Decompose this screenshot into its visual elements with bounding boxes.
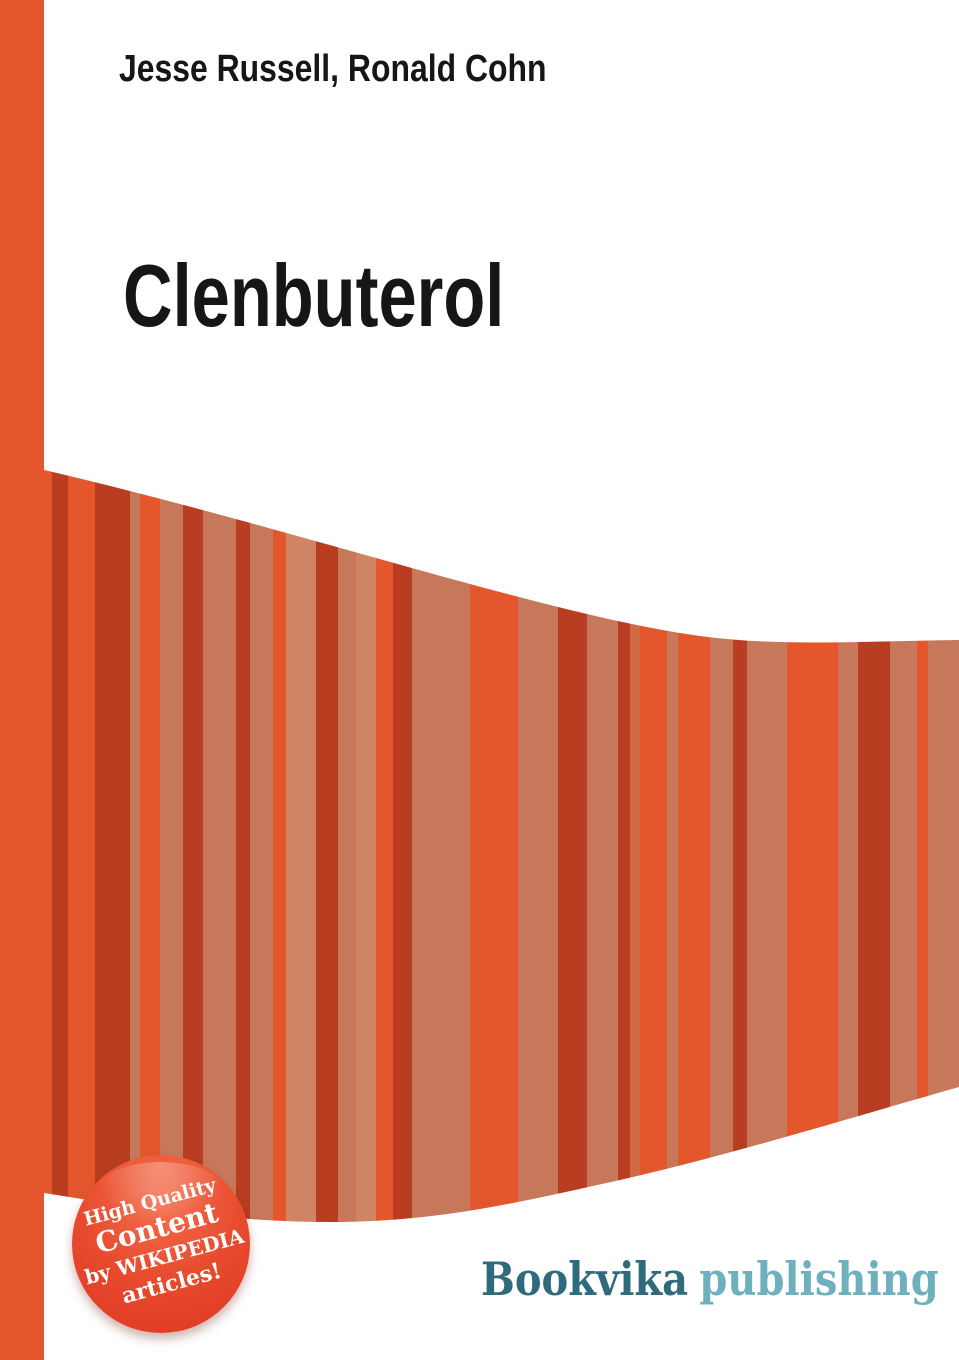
stripe-bar — [376, 0, 393, 1360]
stripe-bar — [667, 0, 678, 1360]
stripe-bar — [356, 0, 376, 1360]
stripe-bar — [587, 0, 618, 1360]
stripe-bar — [393, 0, 412, 1360]
publisher-suffix: publishing — [699, 1252, 939, 1306]
stripe-bar — [44, 0, 52, 1360]
stripe-bar — [733, 0, 747, 1360]
stripe-bar — [250, 0, 273, 1360]
stripe-bar — [928, 0, 959, 1360]
stripe-bar — [273, 0, 286, 1360]
stripe-bar — [52, 0, 68, 1360]
stripe-bar — [236, 0, 250, 1360]
stripe-bar — [710, 0, 733, 1360]
stripe-bar — [838, 0, 858, 1360]
stripe-bar — [558, 0, 587, 1360]
stripe-bar — [316, 0, 338, 1360]
stripe-bar — [747, 0, 787, 1360]
publisher-logo: Bookvika publishing — [481, 1256, 939, 1302]
stripe-bar — [68, 0, 95, 1360]
stripe-bar — [630, 0, 640, 1360]
book-title: Clenbuterol — [123, 246, 505, 345]
wikipedia-quality-badge: High Quality Content by WIKIPEDIA articl… — [72, 1155, 250, 1333]
stripe-bar — [95, 0, 130, 1360]
stripe-bar — [917, 0, 928, 1360]
stripe-bar — [890, 0, 917, 1360]
stripe-bar — [412, 0, 470, 1360]
stripe-bar — [787, 0, 838, 1360]
publisher-name: Bookvika — [481, 1252, 689, 1306]
stripe-bar — [678, 0, 710, 1360]
stripe-bar — [618, 0, 630, 1360]
stripe-bar — [858, 0, 890, 1360]
stripe-bar — [338, 0, 356, 1360]
left-spine-stripe — [0, 0, 44, 1360]
author-names: Jesse Russell, Ronald Cohn — [119, 48, 547, 90]
stripe-bar — [640, 0, 667, 1360]
stripe-bar — [470, 0, 518, 1360]
stripe-bar — [130, 0, 140, 1360]
stripe-bar — [286, 0, 316, 1360]
stripe-bar — [518, 0, 558, 1360]
